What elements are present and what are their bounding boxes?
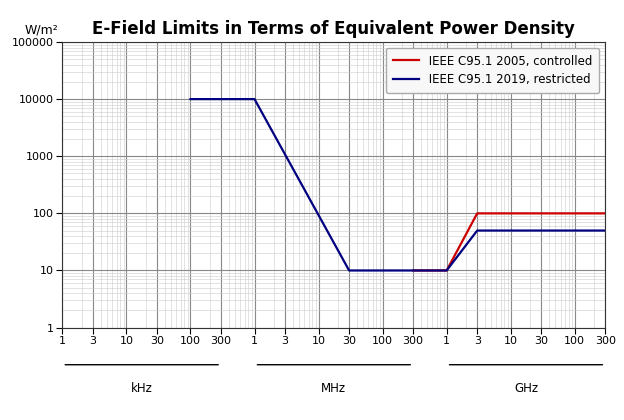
- Text: MHz: MHz: [321, 382, 346, 395]
- Text: GHz: GHz: [514, 382, 538, 395]
- Text: W/m²: W/m²: [24, 23, 58, 36]
- Legend:  IEEE C95.1 2005, controlled,  IEEE C95.1 2019, restricted: IEEE C95.1 2005, controlled, IEEE C95.1 …: [386, 48, 600, 93]
- Text: kHz: kHz: [131, 382, 153, 395]
- Title: E-Field Limits in Terms of Equivalent Power Density: E-Field Limits in Terms of Equivalent Po…: [92, 20, 575, 38]
